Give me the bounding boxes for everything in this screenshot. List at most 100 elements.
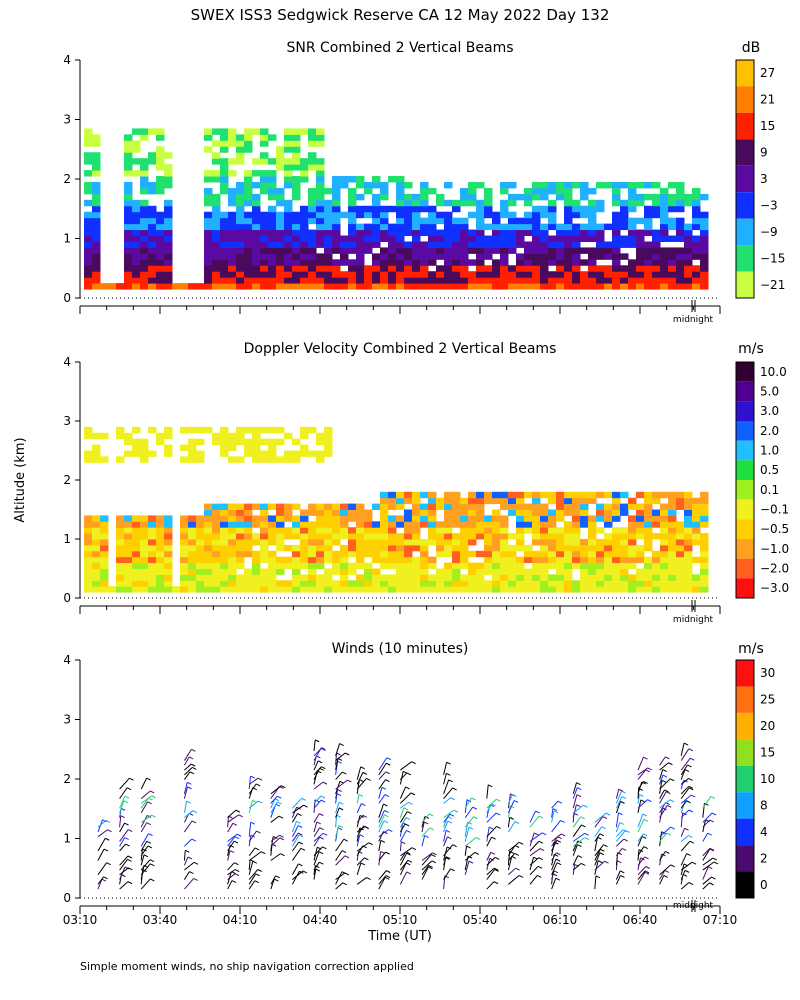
- velocity-cell: [468, 568, 477, 575]
- snr-cell: [284, 158, 293, 165]
- wind-barb-flag: [188, 756, 194, 760]
- velocity-cell: [180, 550, 189, 558]
- velocity-cell: [332, 509, 341, 516]
- wind-barb-flag: [449, 813, 455, 817]
- velocity-cell: [300, 450, 309, 457]
- wind-barb: [615, 789, 620, 799]
- snr-cell: [444, 247, 453, 254]
- snr-cell: [348, 211, 357, 219]
- snr-cell: [204, 199, 213, 207]
- snr-cell: [612, 247, 621, 254]
- velocity-cell: [268, 574, 277, 581]
- snr-cell: [660, 229, 669, 237]
- snr-cell: [316, 271, 325, 278]
- wind-barb-flag: [645, 866, 650, 869]
- colorbar-label: −0.1: [760, 503, 789, 517]
- snr-cell: [452, 223, 461, 231]
- snr-cell: [284, 146, 293, 153]
- velocity-cell: [484, 521, 493, 528]
- snr-cell: [404, 253, 413, 260]
- wind-barb: [637, 819, 645, 833]
- wind-barb-flag: [450, 868, 455, 872]
- colorbar-swatch: [736, 792, 754, 819]
- wind-barb: [356, 794, 360, 804]
- velocity-cell: [652, 491, 661, 499]
- snr-cell: [244, 176, 253, 183]
- velocity-cell: [132, 539, 141, 546]
- velocity-cell: [580, 568, 589, 575]
- wind-barb: [184, 810, 194, 819]
- snr-cell: [140, 235, 149, 242]
- colorbar-swatch: [736, 765, 754, 793]
- snr-cell: [628, 205, 637, 213]
- velocity-cell: [164, 432, 173, 440]
- snr-cell: [228, 158, 237, 165]
- snr-cell: [84, 187, 93, 195]
- wind-barb-flag: [581, 824, 586, 828]
- velocity-cell: [164, 556, 173, 564]
- wind-barb-flag: [101, 878, 107, 882]
- velocity-cell: [548, 515, 557, 522]
- velocity-cell: [564, 580, 573, 587]
- snr-cell: [268, 247, 277, 254]
- wind-barb: [270, 795, 278, 804]
- wind-barb: [443, 820, 449, 833]
- wind-barb: [680, 835, 689, 842]
- velocity-cell: [348, 562, 357, 569]
- wind-barb: [486, 826, 497, 838]
- velocity-cell: [156, 539, 165, 546]
- velocity-cell: [380, 544, 389, 552]
- wind-barb-flag: [670, 864, 675, 868]
- velocity-cell: [148, 580, 157, 587]
- wind-barb: [227, 850, 231, 861]
- snr-cell: [244, 146, 253, 153]
- velocity-cell: [260, 450, 269, 457]
- wind-barb: [637, 781, 643, 795]
- snr-cell: [156, 223, 165, 231]
- snr-cell: [116, 283, 125, 290]
- snr-cell: [572, 253, 581, 260]
- snr-cell: [668, 217, 677, 225]
- snr-cell: [404, 229, 413, 237]
- velocity-cell: [508, 533, 517, 540]
- snr-cell: [324, 259, 333, 266]
- velocity-cell: [620, 580, 629, 587]
- snr-cell: [596, 277, 605, 284]
- snr-cell: [212, 128, 221, 135]
- velocity-cell: [180, 515, 189, 522]
- snr-cell: [332, 271, 341, 278]
- velocity-cell: [236, 438, 245, 446]
- snr-cell: [372, 253, 381, 260]
- snr-cell: [412, 241, 421, 248]
- velocity-cell: [436, 533, 445, 540]
- snr-cell: [556, 181, 565, 189]
- velocity-cell: [612, 503, 621, 510]
- velocity-cell: [628, 533, 637, 540]
- snr-cell: [364, 181, 373, 189]
- colorbar-swatch: [736, 499, 754, 520]
- wind-barb: [270, 785, 282, 795]
- snr-cell: [268, 176, 277, 183]
- snr-cell: [532, 265, 541, 272]
- snr-cell: [308, 164, 317, 171]
- wind-barb: [616, 830, 626, 842]
- snr-cell: [532, 211, 541, 219]
- snr-cell: [244, 134, 253, 141]
- wind-barb: [659, 791, 667, 804]
- velocity-cell: [588, 562, 597, 569]
- velocity-cell: [276, 509, 285, 516]
- velocity-cell: [228, 568, 237, 575]
- wind-barb-flag: [555, 877, 560, 881]
- snr-cell: [460, 241, 469, 248]
- wind-barb: [529, 840, 540, 852]
- snr-cell: [308, 229, 317, 237]
- snr-cell: [284, 164, 293, 171]
- snr-cell: [84, 253, 93, 260]
- snr-cell: [588, 229, 597, 237]
- wind-barb: [248, 847, 256, 857]
- snr-cell: [404, 211, 413, 219]
- velocity-cell: [700, 574, 709, 581]
- wind-barb: [248, 775, 252, 790]
- wind-barb-flag: [406, 829, 411, 833]
- velocity-cell: [652, 509, 661, 516]
